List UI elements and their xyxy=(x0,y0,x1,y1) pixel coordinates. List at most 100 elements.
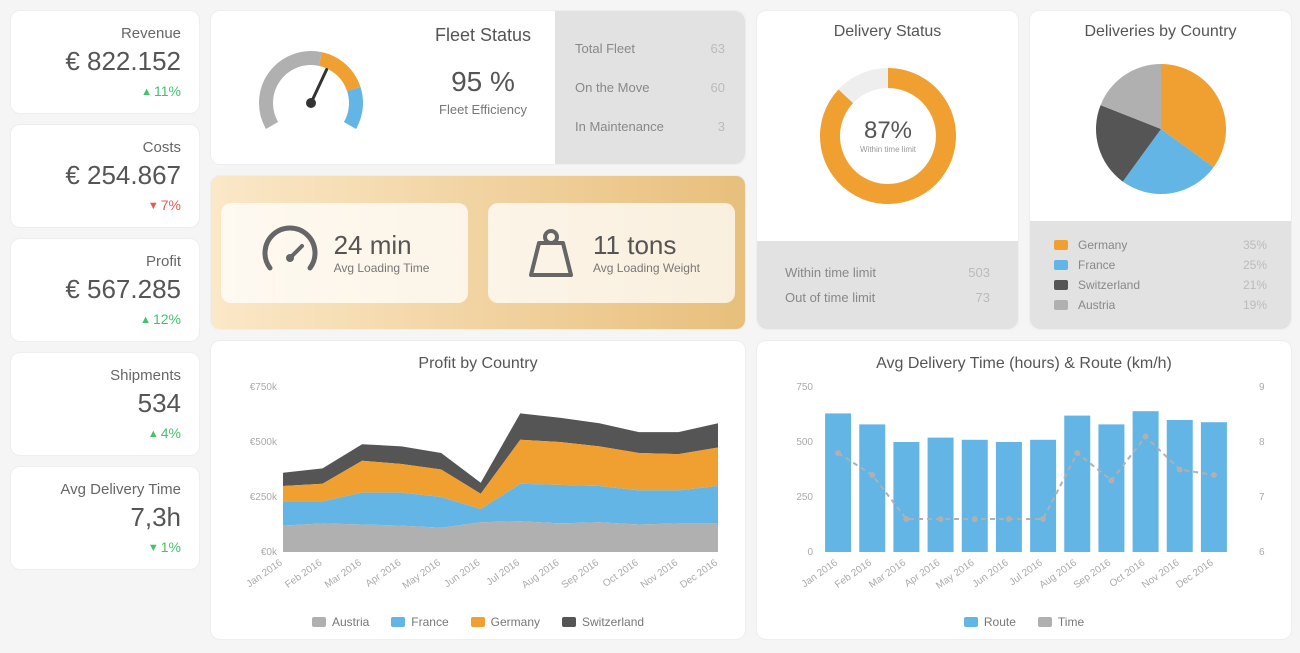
kpi-column: Revenue€ 822.152▲11%Costs€ 254.867▼7%Pro… xyxy=(10,10,200,640)
legend-swatch xyxy=(1054,280,1068,290)
kpi-costs: Costs € 254.867 ▼7% xyxy=(10,124,200,228)
fleet-stats: Total Fleet63On the Move60In Maintenance… xyxy=(555,11,745,164)
legend-item: Route xyxy=(964,615,1016,629)
dashboard: Revenue€ 822.152▲11% Costs € 254.867 ▼7% Pro… xyxy=(10,10,1290,640)
svg-text:0: 0 xyxy=(807,547,813,558)
svg-text:Apr 2016: Apr 2016 xyxy=(364,557,404,590)
fleet-stat-value: 60 xyxy=(711,80,725,95)
svg-text:€500k: €500k xyxy=(250,437,278,448)
svg-text:€250k: €250k xyxy=(250,492,278,503)
svg-text:750: 750 xyxy=(796,382,813,393)
svg-text:Feb 2016: Feb 2016 xyxy=(833,557,874,590)
fleet-stat-row: Total Fleet63 xyxy=(575,41,725,56)
triangle-up-icon: ▲ xyxy=(141,86,152,98)
kpi-delta: ▼1% xyxy=(21,539,181,555)
country-pct: 35% xyxy=(1243,238,1267,252)
deliveries-by-country-card: Deliveries by Country Germany35%France25… xyxy=(1029,10,1292,330)
svg-text:Aug 2016: Aug 2016 xyxy=(1038,557,1080,591)
kpi-value: € 254.867 xyxy=(21,160,181,191)
kpi-value: 7,3h xyxy=(21,502,181,533)
combo-chart: 02505007506789Jan 2016Feb 2016Mar 2016Ap… xyxy=(779,377,1269,613)
legend-swatch xyxy=(1054,300,1068,310)
svg-text:€750k: €750k xyxy=(250,382,278,393)
country-legend-row: France25% xyxy=(1054,255,1267,275)
svg-text:Mar 2016: Mar 2016 xyxy=(323,557,364,590)
svg-text:Jan 2016: Jan 2016 xyxy=(245,557,285,590)
country-name: Switzerland xyxy=(1078,278,1233,292)
loading-time-value: 24 min xyxy=(334,230,430,261)
legend-swatch xyxy=(1054,240,1068,250)
svg-text:Jan 2016: Jan 2016 xyxy=(800,557,840,590)
country-name: Germany xyxy=(1078,238,1233,252)
weight-icon xyxy=(523,225,579,281)
triangle-up-icon: ▲ xyxy=(140,314,151,326)
svg-text:Dec 2016: Dec 2016 xyxy=(678,557,720,591)
svg-text:Feb 2016: Feb 2016 xyxy=(283,557,324,590)
countries-legend: Germany35%France25%Switzerland21%Austria… xyxy=(1030,221,1291,329)
legend-item: France xyxy=(391,615,448,629)
country-legend-row: Germany 35% xyxy=(1054,235,1267,255)
kpi-label: Costs xyxy=(21,139,181,156)
svg-text:250: 250 xyxy=(796,492,813,503)
profit-chart-title: Profit by Country xyxy=(233,355,723,373)
fleet-gauge xyxy=(211,11,411,164)
kpi-revenue: Revenue€ 822.152▲11% xyxy=(10,10,200,114)
kpi-label: Avg Delivery Time xyxy=(21,481,181,498)
countries-pie xyxy=(1040,49,1281,209)
loading-weight-label: Avg Loading Weight xyxy=(593,261,700,275)
combo-legend: RouteTime xyxy=(779,615,1269,629)
triangle-down-icon: ▼ xyxy=(148,542,159,554)
loading-card: 24 min Avg Loading Time 11 tons Avg Load… xyxy=(210,175,746,330)
svg-text:Dec 2016: Dec 2016 xyxy=(1174,557,1216,591)
delivery-title: Delivery Status xyxy=(767,23,1008,41)
kpi-delta: ▲12% xyxy=(21,311,181,327)
delivery-stat-value: 503 xyxy=(968,265,990,280)
svg-text:500: 500 xyxy=(796,437,813,448)
svg-text:87%: 87% xyxy=(863,117,911,144)
svg-text:Mar 2016: Mar 2016 xyxy=(867,557,908,590)
legend-item: Austria xyxy=(312,615,369,629)
delivery-stat-value: 73 xyxy=(976,290,990,305)
svg-text:Sep 2016: Sep 2016 xyxy=(560,557,602,591)
fleet-stat-row: On the Move60 xyxy=(575,80,725,95)
svg-text:7: 7 xyxy=(1259,492,1265,503)
combo-chart-title: Avg Delivery Time (hours) & Route (km/h) xyxy=(779,355,1269,373)
profit-by-country-card: Profit by Country €0k €250k €500k €750k Jan … xyxy=(210,340,746,640)
kpi-label: Shipments xyxy=(21,367,181,384)
country-name: Austria xyxy=(1078,298,1233,312)
loading-weight-value: 11 tons xyxy=(593,230,700,261)
delivery-stat-label: Out of time limit xyxy=(785,290,875,305)
avg-loading-time-box: 24 min Avg Loading Time xyxy=(221,203,468,303)
kpi-delta: ▼7% xyxy=(21,197,181,213)
svg-text:9: 9 xyxy=(1259,382,1265,393)
legend-item: Switzerland xyxy=(562,615,644,629)
svg-text:Jul 2016: Jul 2016 xyxy=(485,557,523,588)
svg-text:Oct 2016: Oct 2016 xyxy=(601,557,641,590)
svg-text:May 2016: May 2016 xyxy=(401,557,444,591)
svg-text:Aug 2016: Aug 2016 xyxy=(520,557,562,591)
fleet-status-card: Fleet Status 95 % Fleet Efficiency Total… xyxy=(210,10,746,165)
legend-swatch xyxy=(1054,260,1068,270)
svg-text:May 2016: May 2016 xyxy=(934,557,977,591)
fleet-stat-value: 63 xyxy=(711,41,725,56)
avg-delivery-chart-card: Avg Delivery Time (hours) & Route (km/h)… xyxy=(756,340,1292,640)
fleet-title: Fleet Status xyxy=(421,25,545,46)
kpi-avg-delivery-time: Avg Delivery Time 7,3h ▼1% xyxy=(10,466,200,570)
svg-text:Jun 2016: Jun 2016 xyxy=(971,557,1011,590)
country-pct: 19% xyxy=(1243,298,1267,312)
kpi-shipments: Shipments534▲4% xyxy=(10,352,200,456)
profit-chart: €0k €250k €500k €750k Jan 2016Feb 2016Mar 20… xyxy=(233,377,723,613)
triangle-down-icon: ▼ xyxy=(148,200,159,212)
delivery-status-card: Delivery Status 87%Within time limit Wit… xyxy=(756,10,1019,330)
right-column: Delivery Status 87%Within time limit Wit… xyxy=(756,10,1292,640)
svg-text:Nov 2016: Nov 2016 xyxy=(639,557,681,591)
kpi-delta: ▲4% xyxy=(21,425,181,441)
svg-text:8: 8 xyxy=(1259,437,1265,448)
profit-legend: AustriaFranceGermanySwitzerland xyxy=(233,615,723,629)
country-legend-row: Austria 19% xyxy=(1054,295,1267,315)
svg-text:6: 6 xyxy=(1259,547,1265,558)
country-name: France xyxy=(1078,258,1233,272)
fleet-stat-value: 3 xyxy=(718,119,725,134)
svg-text:€0k: €0k xyxy=(261,547,278,558)
delivery-stats: Within time limit503Out of time limit73 xyxy=(757,241,1018,329)
